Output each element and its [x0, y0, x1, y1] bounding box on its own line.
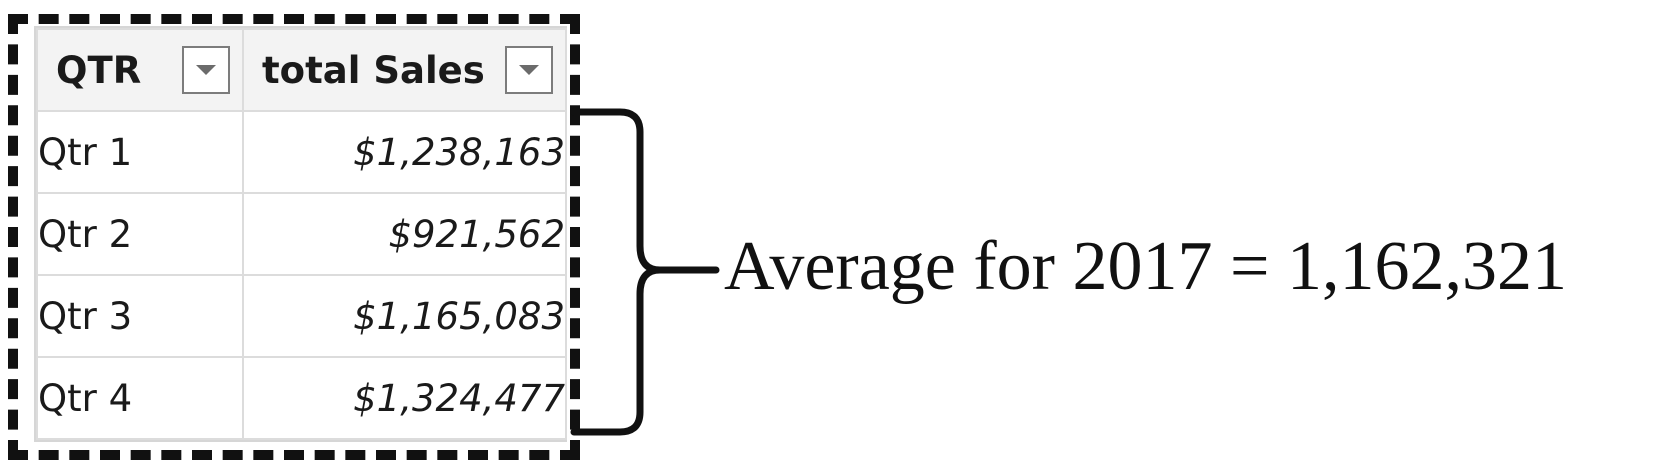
column-header-total-sales[interactable]: total Sales [242, 28, 567, 112]
table-header-row: QTR total Sales [36, 28, 567, 112]
column-header-label: QTR [56, 48, 142, 92]
sales-cell: $1,238,163 [242, 110, 567, 194]
qtr-cell: Qtr 1 [36, 110, 244, 194]
qtr-cell: Qtr 3 [36, 274, 244, 358]
total-sales-filter-button[interactable] [505, 46, 553, 94]
qtr-cell: Qtr 2 [36, 192, 244, 276]
qtr-filter-button[interactable] [182, 46, 230, 94]
column-header-qtr[interactable]: QTR [36, 28, 244, 112]
sales-table-visual: QTR total Sales [34, 26, 567, 442]
sales-cell: $921,562 [242, 192, 567, 276]
curly-brace-icon [570, 108, 720, 436]
selection-frame [8, 14, 580, 460]
dropdown-arrow-icon [196, 65, 216, 75]
qtr-cell: Qtr 4 [36, 356, 244, 440]
sales-cell: $1,165,083 [242, 274, 567, 358]
table-row[interactable]: Qtr 1 $1,238,163 [36, 110, 567, 194]
table-row[interactable]: Qtr 4 $1,324,477 [36, 356, 567, 440]
sales-cell: $1,324,477 [242, 356, 567, 440]
sales-table: QTR total Sales [36, 28, 567, 440]
dropdown-arrow-icon [519, 65, 539, 75]
average-annotation: Average for 2017 = 1,162,321 [724, 228, 1567, 305]
table-row[interactable]: Qtr 3 $1,165,083 [36, 274, 567, 358]
table-row[interactable]: Qtr 2 $921,562 [36, 192, 567, 276]
column-header-label: total Sales [262, 48, 485, 92]
